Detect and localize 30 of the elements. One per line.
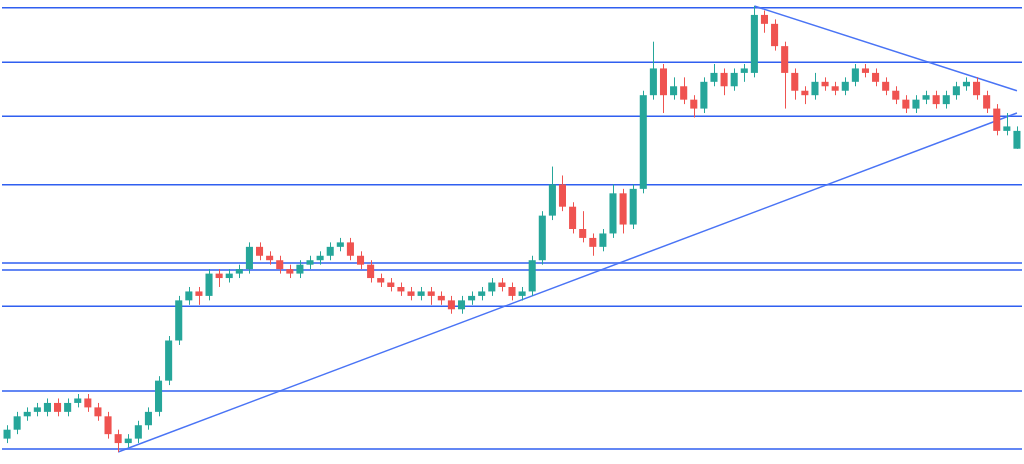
candlestick [104,411,112,440]
candlestick [346,237,354,261]
candlestick [579,210,587,243]
candlestick [589,232,597,257]
candlestick [720,67,728,96]
candlestick [690,94,698,118]
candlestick [670,76,678,101]
candlestick [558,174,567,212]
candlestick [791,67,799,101]
candlestick [680,76,688,105]
candlestick [245,241,253,275]
candlestick [367,259,375,284]
candlestick [1013,125,1021,150]
candlestick [993,103,1001,136]
candlestick [144,406,152,431]
candlestick [114,429,122,453]
candlestick [730,67,738,92]
candlestick [13,411,21,435]
candlestick [134,420,142,444]
candlestick [1003,112,1011,136]
candlestick [851,63,859,87]
candlestick [760,9,769,34]
candlestick [771,18,779,52]
candlestick [811,72,819,101]
candlestick [973,76,981,101]
candlestick [710,63,718,87]
candlestick [569,201,577,234]
candlestick [599,228,607,252]
candlestick [983,90,991,114]
candlestick [205,268,213,301]
